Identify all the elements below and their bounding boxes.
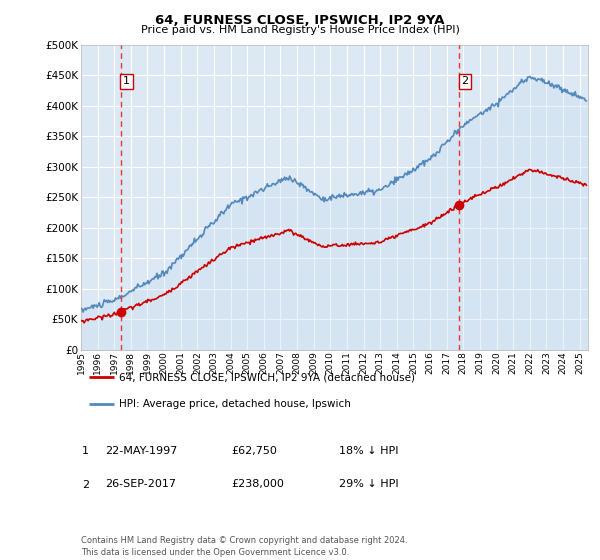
Text: 64, FURNESS CLOSE, IPSWICH, IP2 9YA (detached house): 64, FURNESS CLOSE, IPSWICH, IP2 9YA (det… <box>119 372 415 382</box>
Text: 18% ↓ HPI: 18% ↓ HPI <box>339 446 398 456</box>
Text: £62,750: £62,750 <box>231 446 277 456</box>
Text: 1: 1 <box>82 446 89 456</box>
Text: 1: 1 <box>123 76 130 86</box>
Text: 26-SEP-2017: 26-SEP-2017 <box>105 479 176 489</box>
Text: HPI: Average price, detached house, Ipswich: HPI: Average price, detached house, Ipsw… <box>119 399 351 409</box>
Text: Contains HM Land Registry data © Crown copyright and database right 2024.
This d: Contains HM Land Registry data © Crown c… <box>81 536 407 557</box>
Text: Price paid vs. HM Land Registry's House Price Index (HPI): Price paid vs. HM Land Registry's House … <box>140 25 460 35</box>
Text: 29% ↓ HPI: 29% ↓ HPI <box>339 479 398 489</box>
Text: 2: 2 <box>82 480 89 490</box>
Text: 22-MAY-1997: 22-MAY-1997 <box>105 446 178 456</box>
Text: 64, FURNESS CLOSE, IPSWICH, IP2 9YA: 64, FURNESS CLOSE, IPSWICH, IP2 9YA <box>155 14 445 27</box>
Text: £238,000: £238,000 <box>231 479 284 489</box>
Text: 2: 2 <box>461 76 469 86</box>
